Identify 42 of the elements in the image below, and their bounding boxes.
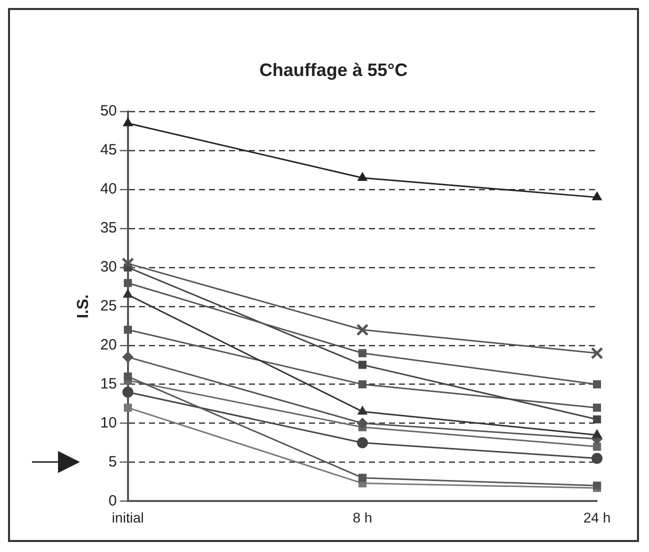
- y-tick-label: 50: [100, 102, 117, 120]
- point: [592, 404, 602, 412]
- point: [358, 349, 366, 358]
- point: [592, 429, 602, 438]
- point: [592, 452, 602, 464]
- y-tick-label: 40: [100, 180, 117, 198]
- y-tick-label: 15: [100, 375, 117, 392]
- y-tick-label: 30: [100, 258, 117, 276]
- y-tick-label: 0: [108, 492, 117, 510]
- point: [358, 406, 368, 415]
- y-tick-label: 45: [100, 142, 117, 159]
- point: [123, 118, 133, 126]
- y-tick-label: 25: [100, 298, 117, 315]
- x-tick-label: initial: [112, 509, 144, 526]
- x-tick-label: 24 h: [583, 509, 611, 526]
- point: [122, 352, 134, 363]
- y-axis-title: I.S.: [75, 294, 92, 318]
- point: [590, 346, 604, 360]
- point: [356, 437, 368, 448]
- point: [124, 326, 132, 334]
- y-tick-label: 10: [100, 414, 117, 432]
- y-tick-label: 20: [100, 336, 117, 354]
- point: [592, 380, 602, 388]
- point: [124, 278, 132, 288]
- chart-title: Chauffage à 55°C: [259, 60, 408, 80]
- y-tick-label: 35: [100, 220, 117, 237]
- point: [358, 360, 366, 369]
- point: [356, 324, 369, 336]
- point: [358, 172, 368, 181]
- x-tick-label: 8 h: [352, 509, 372, 526]
- point: [358, 474, 366, 482]
- point: [124, 404, 132, 412]
- point: [592, 192, 602, 200]
- point: [358, 380, 366, 388]
- point: [592, 442, 602, 451]
- point: [356, 418, 368, 429]
- point: [124, 372, 132, 381]
- point: [122, 257, 134, 270]
- y-tick-label: 5: [108, 453, 117, 470]
- point: [122, 386, 134, 398]
- point: [592, 415, 602, 424]
- point: [123, 289, 133, 298]
